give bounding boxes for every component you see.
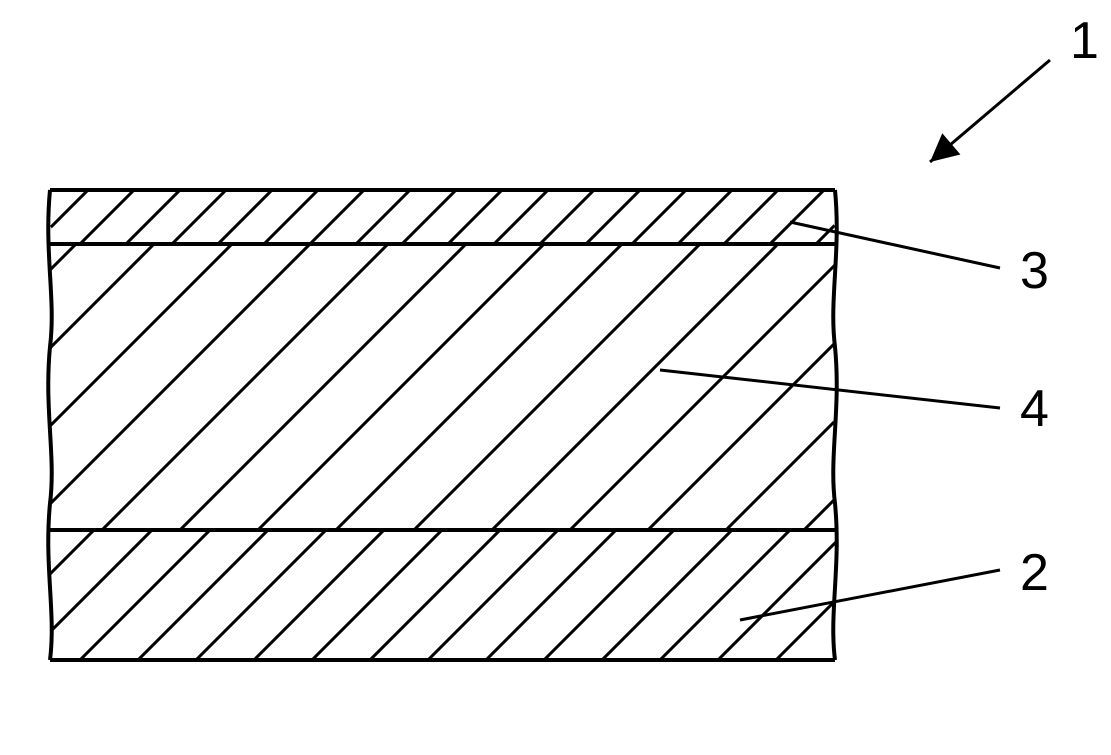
label-3: 3 [1020, 242, 1049, 300]
diagram-svg: 3 4 2 1 [0, 0, 1111, 755]
left-break-edge [48, 190, 51, 660]
right-break-edge [833, 190, 836, 660]
label-1: 1 [1070, 12, 1099, 70]
label-4: 4 [1020, 380, 1049, 438]
label-2: 2 [1020, 544, 1049, 602]
